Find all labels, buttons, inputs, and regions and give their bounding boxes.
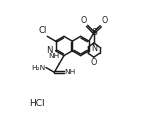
Text: N: N bbox=[46, 46, 53, 55]
Text: NH: NH bbox=[48, 53, 59, 59]
Text: Cl: Cl bbox=[38, 26, 47, 35]
Text: H₂N: H₂N bbox=[31, 64, 45, 70]
Text: S: S bbox=[91, 28, 97, 37]
Text: N: N bbox=[91, 44, 97, 53]
Text: O: O bbox=[80, 16, 87, 25]
Text: NH: NH bbox=[65, 69, 76, 75]
Text: O: O bbox=[101, 16, 108, 25]
Text: HCl: HCl bbox=[29, 99, 45, 107]
Text: O: O bbox=[91, 58, 97, 67]
